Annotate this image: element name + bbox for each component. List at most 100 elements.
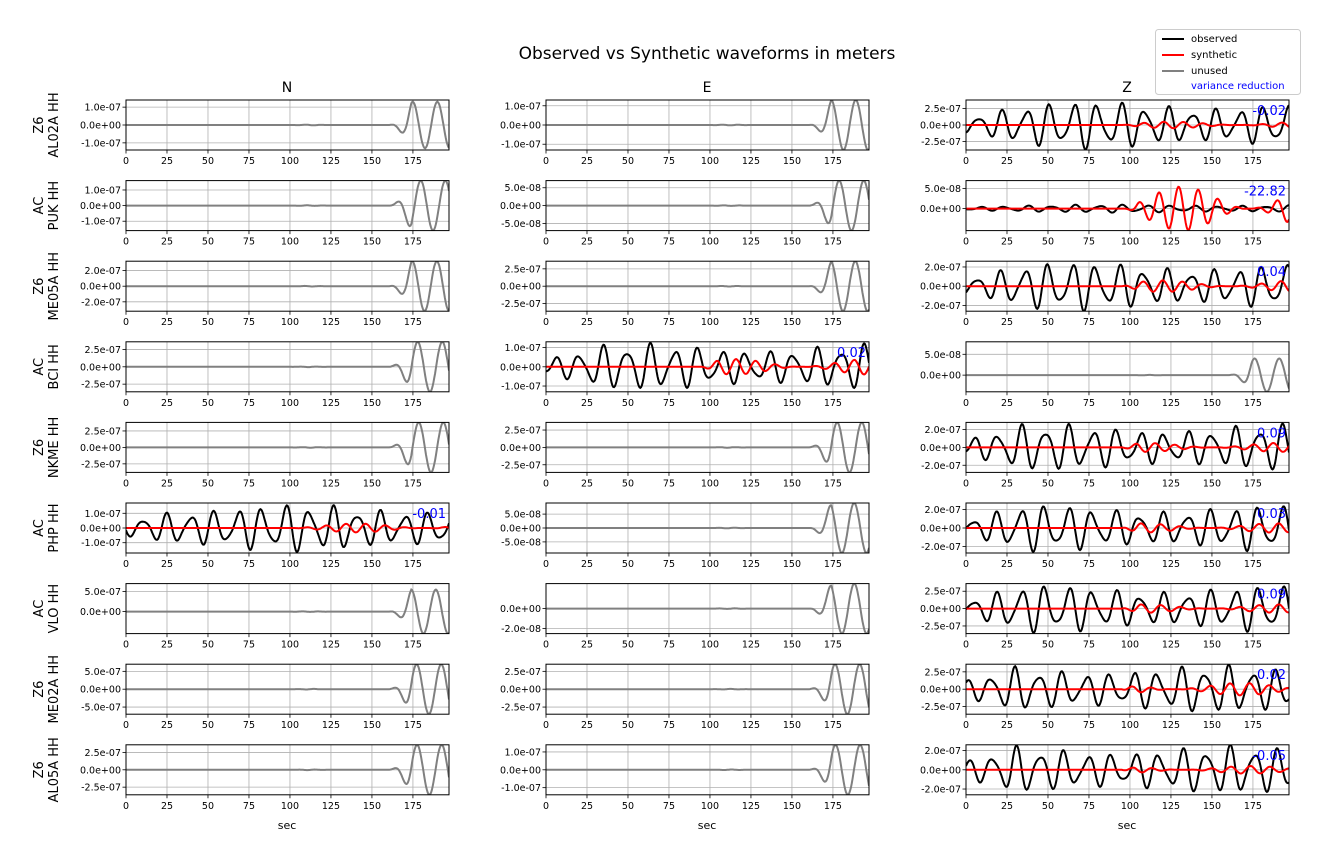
series-unused [126, 180, 449, 231]
x-tick-label: 175 [824, 801, 842, 812]
y-tick-label: 0.0e+00 [500, 443, 541, 454]
x-tick-label: 50 [202, 478, 214, 489]
x-tick-label: 125 [322, 398, 340, 409]
panel-n: 0 25 50 75 100 125 150 175 -5.0e-07 0.0e+00 5.0e-0… [80, 663, 450, 731]
y-tick-label: -1.0e-07 [81, 538, 121, 549]
y-tick-label: 0.0e+00 [500, 201, 541, 212]
x-tick-label: 175 [1244, 317, 1262, 328]
x-tick-label: 25 [581, 398, 593, 409]
x-tick-label: 25 [1001, 720, 1013, 731]
x-tick-label: 25 [581, 640, 593, 651]
series-unused [126, 100, 449, 150]
x-tick-label: 175 [824, 398, 842, 409]
series-unused [126, 664, 449, 715]
x-tick-label: 25 [1001, 801, 1013, 812]
x-tick-label: 0 [123, 801, 129, 812]
x-tick-label: 125 [1162, 237, 1180, 248]
x-tick-label: 0 [543, 156, 549, 167]
x-tick-label: 75 [663, 156, 675, 167]
y-tick-label: 2.0e-07 [925, 425, 961, 436]
x-tick-label: 0 [123, 237, 129, 248]
station-label-line: VLO HH [47, 584, 62, 634]
x-tick-label: 75 [1083, 478, 1095, 489]
y-tick-label: -2.5e-07 [921, 702, 961, 713]
station-label-line: Z6 [32, 681, 47, 698]
x-tick-label: 0 [963, 559, 969, 570]
x-tick-label: 75 [663, 237, 675, 248]
series-synthetic [966, 682, 1289, 697]
station-label-line: Z6 [32, 761, 47, 778]
station-label-line: ME05A HH [47, 252, 62, 321]
station-label: Z6 ME02A HH [32, 655, 62, 724]
x-tick-label: 0 [543, 237, 549, 248]
x-tick-label: 150 [1203, 640, 1221, 651]
x-tick-label: 50 [202, 156, 214, 167]
panel-n: 0 25 50 75 100 125 150 175 -2.5e-07 0.0e+00 2.5e-0… [80, 744, 450, 812]
y-tick-label: 0.0e+00 [80, 443, 121, 454]
x-tick-label: 25 [161, 801, 173, 812]
x-tick-label: 0 [543, 559, 549, 570]
y-tick-label: 0.0e+00 [80, 362, 121, 373]
y-tick-label: 2.5e-07 [505, 667, 541, 678]
y-tick-label: 1.0e-07 [505, 747, 541, 758]
y-tick-label: -2.0e-07 [921, 542, 961, 553]
series-synthetic [966, 185, 1289, 231]
x-tick-label: 150 [1203, 720, 1221, 731]
x-tick-label: 50 [622, 317, 634, 328]
x-tick-label: 150 [363, 720, 381, 731]
x-tick-label: 0 [123, 317, 129, 328]
panel-e: 0 25 50 75 100 125 150 175 -2.5e-07 0.0e+00 2.5e-0… [500, 663, 870, 731]
series-unused [546, 422, 869, 473]
series-observed [126, 504, 449, 553]
y-tick-label: 0.0e+00 [80, 201, 121, 212]
variance-reduction-label: -0.02 [1252, 104, 1286, 119]
x-tick-label: 50 [1042, 720, 1054, 731]
x-tick-label: 175 [824, 317, 842, 328]
x-tick-label: 175 [404, 801, 422, 812]
x-tick-label: 175 [404, 237, 422, 248]
x-tick-label: 125 [742, 156, 760, 167]
y-tick-label: -1.0e-07 [81, 138, 121, 149]
x-tick-label: 25 [581, 559, 593, 570]
x-tick-label: 150 [1203, 398, 1221, 409]
x-tick-label: 0 [543, 398, 549, 409]
variance-reduction-label: 0.04 [1257, 265, 1286, 280]
panel-z: 0 25 50 75 100 125 150 175 -2.0e-07 0.0e+00 2.0e-0… [920, 502, 1290, 570]
x-tick-label: 0 [963, 720, 969, 731]
x-tick-label: 25 [581, 478, 593, 489]
x-tick-label: 0 [543, 640, 549, 651]
variance-reduction-label: 0.09 [1257, 588, 1286, 603]
station-label-line: AC [32, 197, 47, 215]
series-observed [966, 505, 1289, 553]
x-tick-label: 175 [404, 720, 422, 731]
x-tick-label: 150 [1203, 156, 1221, 167]
series-unused [546, 744, 869, 795]
y-tick-label: 0.0e+00 [920, 371, 961, 382]
x-tick-label: 0 [963, 237, 969, 248]
x-tick-label: 0 [963, 156, 969, 167]
y-tick-label: 0.0e+00 [80, 282, 121, 293]
panel-frame [965, 341, 1290, 393]
x-tick-label: 0 [123, 559, 129, 570]
series-synthetic [966, 522, 1289, 534]
series-unused [126, 422, 449, 473]
panels-grid: 0 25 50 75 100 125 150 175 -1.0e-07 0.0e+00 1.0e-0… [80, 99, 1290, 812]
x-tick-label: 25 [161, 237, 173, 248]
x-tick-label: 0 [963, 801, 969, 812]
panel-e: 0 25 50 75 100 125 150 175 -5.0e-08 0.0e+00 5.0e-0… [500, 502, 870, 570]
y-tick-label: 0.0e+00 [920, 443, 961, 454]
x-tick-label: 75 [243, 801, 255, 812]
x-tick-label: 150 [363, 559, 381, 570]
panel-n: 0 25 50 75 100 125 150 175 -1.0e-07 0.0e+00 1.0e-0… [80, 99, 450, 167]
x-tick-label: 100 [281, 237, 299, 248]
y-tick-label: 1.0e-07 [505, 343, 541, 354]
y-tick-label: 5.0e-07 [85, 587, 121, 598]
x-tick-label: 100 [701, 237, 719, 248]
x-tick-label: 25 [161, 478, 173, 489]
x-tick-label: 175 [1244, 478, 1262, 489]
station-label: AC PUK HH [32, 181, 62, 231]
column-header-n: N [282, 80, 292, 96]
y-tick-label: 0.0e+00 [920, 685, 961, 696]
x-tick-label: 50 [202, 398, 214, 409]
y-tick-label: 0.0e+00 [500, 685, 541, 696]
